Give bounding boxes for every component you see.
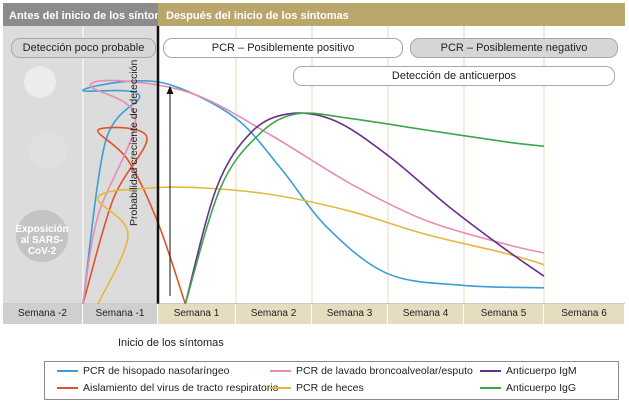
week-tick-label: Semana -2 bbox=[3, 304, 83, 324]
symptom-onset-label: Inicio de los síntomas bbox=[118, 337, 224, 349]
virus-icon-small-mid bbox=[29, 131, 67, 169]
header-before-label: Antes del inicio de los síntomas bbox=[9, 10, 177, 22]
legend-swatch bbox=[57, 370, 78, 373]
series-line-5 bbox=[184, 112, 545, 305]
pill-pcr-positive: PCR – Posiblemente positivo bbox=[163, 38, 403, 58]
legend: PCR de hisopado nasofaríngeo PCR de lavad… bbox=[44, 361, 619, 400]
virus-illustration bbox=[16, 66, 68, 262]
virus-icon-small-top bbox=[24, 66, 56, 98]
legend-swatch bbox=[270, 387, 291, 390]
week-tick-label: Semana -1 bbox=[83, 304, 158, 324]
legend-label: Anticuerpo IgG bbox=[506, 382, 577, 394]
legend-swatch bbox=[480, 370, 501, 373]
week-tick-label: Semana 5 bbox=[464, 304, 544, 324]
legend-swatch bbox=[480, 387, 501, 390]
pill-pcr-negative: PCR – Posiblemente negativo bbox=[410, 38, 618, 58]
week-tick-label: Semana 1 bbox=[158, 304, 236, 324]
legend-item: Anticuerpo IgM bbox=[480, 365, 577, 377]
series-layer bbox=[82, 79, 545, 305]
week-tick-label: Semana 4 bbox=[388, 304, 464, 324]
series-line-3 bbox=[97, 186, 545, 305]
header-before-onset: Antes del inicio de los síntomas bbox=[3, 3, 176, 26]
header-after-onset: Después del inicio de los síntomas bbox=[158, 3, 625, 26]
legend-label: PCR de lavado broncoalveolar/esputo bbox=[296, 365, 473, 377]
legend-item: PCR de lavado broncoalveolar/esputo bbox=[270, 365, 473, 377]
legend-swatch bbox=[57, 387, 78, 390]
legend-label: Aislamiento del virus de tracto respirat… bbox=[83, 382, 279, 394]
week-tick-label: Semana 6 bbox=[544, 304, 625, 324]
pill-detection-unlikely: Detección poco probable bbox=[11, 38, 156, 58]
legend-swatch bbox=[270, 370, 291, 373]
legend-item: Aislamiento del virus de tracto respirat… bbox=[57, 382, 279, 394]
virus-exposure-label: Exposición al SARS-CoV-2 bbox=[15, 224, 69, 257]
legend-item: PCR de hisopado nasofaríngeo bbox=[57, 365, 230, 377]
series-line-4 bbox=[184, 112, 545, 305]
legend-label: Anticuerpo IgM bbox=[506, 365, 577, 377]
legend-item: PCR de heces bbox=[270, 382, 364, 394]
legend-label: PCR de hisopado nasofaríngeo bbox=[83, 365, 230, 377]
series-line-2 bbox=[82, 79, 545, 305]
legend-item: Anticuerpo IgG bbox=[480, 382, 576, 394]
legend-label: PCR de heces bbox=[296, 382, 364, 394]
detection-arrow-head bbox=[166, 86, 174, 94]
week-tick-label: Semana 2 bbox=[236, 304, 312, 324]
virus-icon-large bbox=[16, 210, 68, 262]
header-after-label: Después del inicio de los síntomas bbox=[166, 10, 349, 22]
week-tick-label: Semana 3 bbox=[312, 304, 388, 324]
detection-probability-label: Probabilidad creciente de detección bbox=[128, 59, 140, 226]
pill-antibody-detection: Detección de anticuerpos bbox=[293, 66, 615, 86]
